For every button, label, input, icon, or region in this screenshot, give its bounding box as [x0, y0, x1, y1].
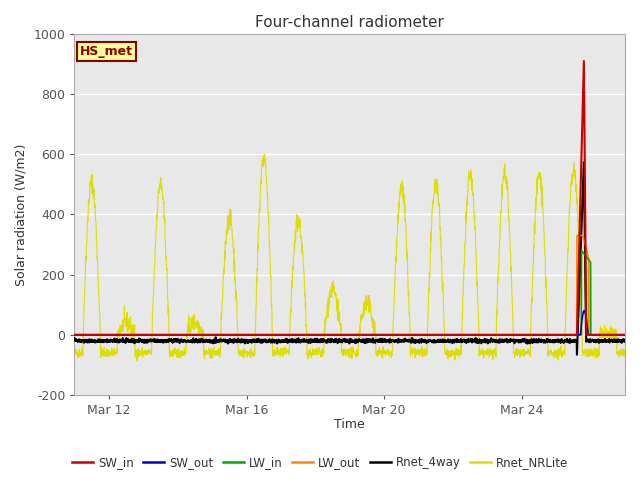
Text: HS_met: HS_met	[80, 45, 133, 58]
X-axis label: Time: Time	[334, 419, 365, 432]
Y-axis label: Solar radiation (W/m2): Solar radiation (W/m2)	[15, 143, 28, 286]
Legend: SW_in, SW_out, LW_in, LW_out, Rnet_4way, Rnet_NRLite: SW_in, SW_out, LW_in, LW_out, Rnet_4way,…	[67, 452, 573, 474]
Title: Four-channel radiometer: Four-channel radiometer	[255, 15, 444, 30]
